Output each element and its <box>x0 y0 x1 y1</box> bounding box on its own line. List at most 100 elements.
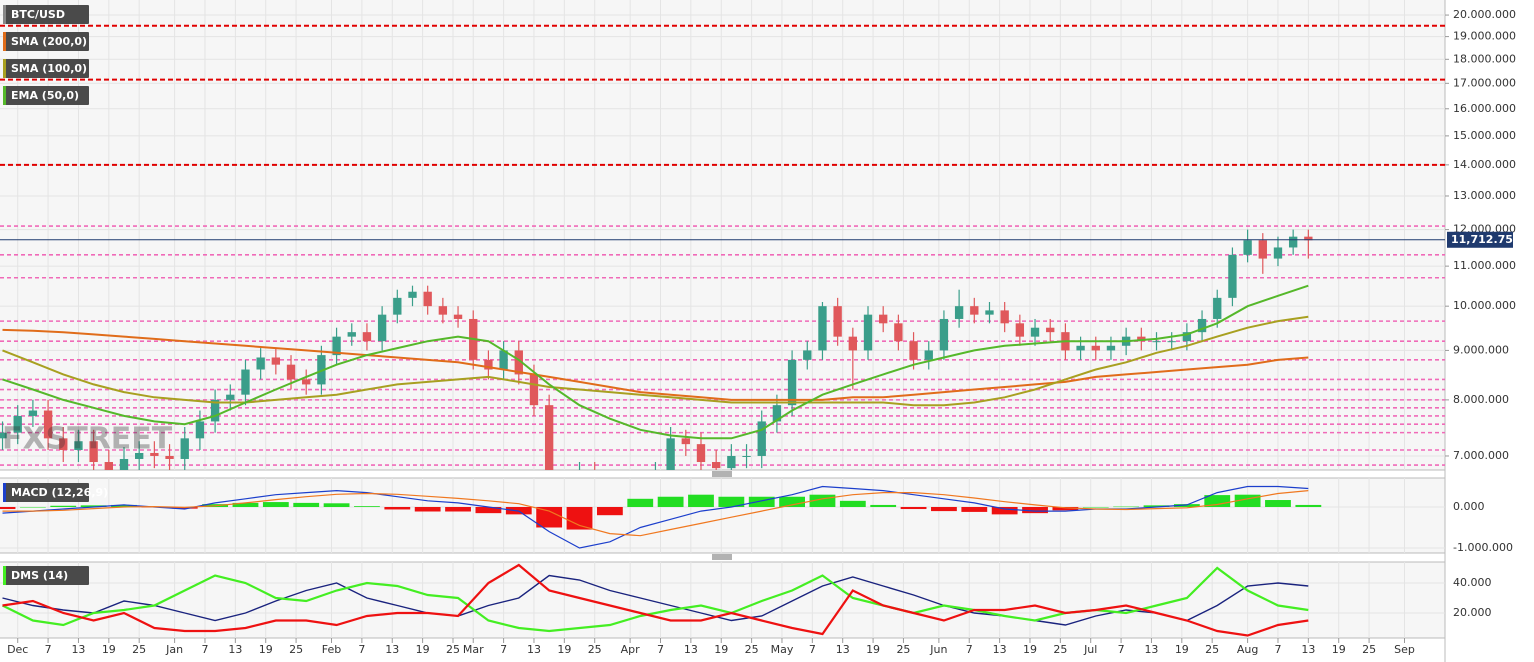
candle-body <box>879 314 888 324</box>
y-tick-label: 11.000.000 <box>1453 259 1516 272</box>
candle-body <box>362 332 372 342</box>
candle-body <box>119 458 129 470</box>
x-tick-label: 7 <box>201 643 208 656</box>
candle-body <box>772 405 782 422</box>
candle-body <box>1091 345 1100 351</box>
text-layer: Dec 7 13 19 25 Jan 7 13 19 25 Feb 7 13 19 25 Mar 7 13 19 25… <box>2 5 1521 656</box>
candle-body <box>286 364 296 380</box>
clip-group <box>0 485 1322 549</box>
histogram-bar <box>1022 506 1048 514</box>
candle-body <box>1213 297 1222 319</box>
candle-body <box>0 432 7 439</box>
dms-line <box>2 574 1309 626</box>
candle-body <box>104 462 113 470</box>
y-tick-label: 20.000 <box>1453 606 1492 619</box>
histogram-bar <box>1082 506 1109 508</box>
x-tick-label: 13 <box>1301 643 1315 656</box>
clip-group <box>2 563 1309 637</box>
candle-body <box>377 314 387 342</box>
x-tick-label: 19 <box>259 643 273 656</box>
candle-body <box>1182 332 1192 342</box>
resize-handle[interactable] <box>712 471 732 560</box>
histogram-bar <box>262 502 289 507</box>
candle-body <box>1304 236 1313 241</box>
legend-box <box>3 32 89 51</box>
macd-line <box>2 490 1309 537</box>
x-tick-label: Jan <box>165 643 183 656</box>
candle-body <box>514 350 523 375</box>
y-tick-label: 40.000 <box>1453 576 1492 589</box>
candle-body <box>1152 341 1161 343</box>
x-tick-label: 25 <box>588 643 602 656</box>
candle-body <box>909 341 918 360</box>
legend-box <box>3 5 89 24</box>
x-tick-label: 13 <box>385 643 399 656</box>
candle-body <box>499 350 508 370</box>
y-tick-label: 20.000.000 <box>1453 8 1516 21</box>
x-tick-label: 13 <box>993 643 1007 656</box>
data-layer <box>0 24 1445 637</box>
histogram-bar <box>596 506 623 516</box>
candle-body <box>135 452 144 459</box>
x-tick-label: 25 <box>446 643 460 656</box>
histogram-bar <box>1113 506 1140 508</box>
histogram-bar <box>354 506 380 507</box>
candle-body <box>863 314 873 351</box>
x-tick-label: 13 <box>71 643 85 656</box>
candle-body <box>1137 336 1146 342</box>
histogram-bar <box>1265 500 1291 507</box>
x-tick-label: 19 <box>1175 643 1189 656</box>
x-tick-label: Dec <box>7 643 28 656</box>
y-tick-label: 17.000.000 <box>1453 76 1516 89</box>
candle-body <box>408 291 417 298</box>
legend-stripe <box>3 86 6 105</box>
histogram-bar <box>50 505 77 507</box>
x-tick-label: 7 <box>358 643 365 656</box>
x-tick-label: 13 <box>527 643 541 656</box>
legend-stripe <box>3 32 6 51</box>
histogram-bar <box>931 506 957 512</box>
legend-label: SMA (100,0) <box>11 62 87 75</box>
legend-label: MACD (12,26,9) <box>11 486 108 499</box>
dms-panel <box>0 562 1445 638</box>
candle-body <box>833 306 842 337</box>
candle-body <box>954 306 964 319</box>
indicator-line <box>2 284 1309 440</box>
candle-body <box>150 452 159 456</box>
x-tick-label: 19 <box>416 643 430 656</box>
x-tick-label: 7 <box>809 643 816 656</box>
candle-body <box>1228 254 1237 298</box>
x-tick-label: Feb <box>322 643 341 656</box>
candle-body <box>803 350 812 360</box>
legend-label: BTC/USD <box>11 8 65 21</box>
candle-body <box>226 394 235 400</box>
histogram-bar <box>80 505 107 507</box>
last-price-label: 11,712.753 <box>1451 233 1521 246</box>
histogram-bar <box>232 502 259 507</box>
histogram-bar <box>748 496 775 507</box>
candle-body <box>711 462 721 469</box>
legend-box <box>3 59 89 78</box>
x-tick-label: 19 <box>1023 643 1037 656</box>
x-tick-label: 7 <box>1274 643 1281 656</box>
y-tick-label: -1.000.000 <box>1453 541 1513 554</box>
histogram-bar <box>293 502 320 507</box>
candle-body <box>848 336 858 351</box>
x-tick-label: 13 <box>836 643 850 656</box>
candle-body <box>241 369 250 395</box>
candle-body <box>256 357 265 370</box>
histogram-bar <box>19 506 46 508</box>
candle-body <box>985 310 994 315</box>
x-tick-label: 7 <box>500 643 507 656</box>
histogram-bar <box>870 504 897 507</box>
x-tick-label: Sep <box>1394 643 1415 656</box>
histogram-bar <box>779 496 805 507</box>
dms-line <box>2 563 1309 637</box>
histogram-bar <box>536 506 563 528</box>
y-tick-label: 19.000.000 <box>1453 30 1516 43</box>
legend-stripe <box>3 5 6 24</box>
histogram-bar <box>111 504 137 507</box>
candle-body <box>438 306 448 315</box>
candle-body <box>1000 310 1009 324</box>
candle-body <box>13 415 22 433</box>
